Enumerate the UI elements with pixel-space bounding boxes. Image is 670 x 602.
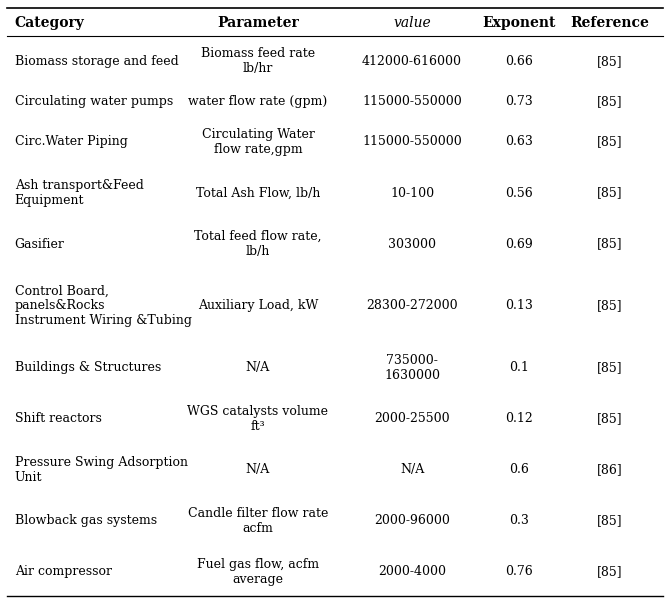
Text: Circulating water pumps: Circulating water pumps [15, 95, 173, 108]
Text: 735000-
1630000: 735000- 1630000 [384, 354, 440, 382]
Text: 0.66: 0.66 [505, 55, 533, 68]
Text: [85]: [85] [597, 412, 622, 425]
Text: 0.1: 0.1 [509, 361, 529, 374]
Text: Biomass feed rate
lb/hr: Biomass feed rate lb/hr [201, 48, 315, 75]
Text: 2000-4000: 2000-4000 [378, 565, 446, 579]
Text: 0.56: 0.56 [505, 187, 533, 199]
Text: Pressure Swing Adsorption
Unit: Pressure Swing Adsorption Unit [15, 456, 188, 484]
Text: 2000-25500: 2000-25500 [375, 412, 450, 425]
Text: Exponent: Exponent [482, 16, 556, 30]
Text: Auxiliary Load, kW: Auxiliary Load, kW [198, 299, 318, 312]
Text: 0.12: 0.12 [505, 412, 533, 425]
Text: 0.13: 0.13 [505, 299, 533, 312]
Text: 412000-616000: 412000-616000 [362, 55, 462, 68]
Text: Shift reactors: Shift reactors [15, 412, 102, 425]
Text: N/A: N/A [246, 361, 270, 374]
Text: value: value [393, 16, 431, 30]
Text: Total Ash Flow, lb/h: Total Ash Flow, lb/h [196, 187, 320, 199]
Text: [85]: [85] [597, 55, 622, 68]
Text: [85]: [85] [597, 361, 622, 374]
Text: Buildings & Structures: Buildings & Structures [15, 361, 161, 374]
Text: Fuel gas flow, acfm
average: Fuel gas flow, acfm average [197, 558, 319, 586]
Text: Circulating Water
flow rate,gpm: Circulating Water flow rate,gpm [202, 128, 314, 156]
Text: 28300-272000: 28300-272000 [366, 299, 458, 312]
Text: 2000-96000: 2000-96000 [374, 515, 450, 527]
Text: 303000: 303000 [388, 238, 436, 250]
Text: Category: Category [15, 16, 84, 30]
Text: Total feed flow rate,
lb/h: Total feed flow rate, lb/h [194, 230, 322, 258]
Text: Parameter: Parameter [217, 16, 299, 30]
Text: [85]: [85] [597, 95, 622, 108]
Text: 0.63: 0.63 [505, 135, 533, 149]
Text: Candle filter flow rate
acfm: Candle filter flow rate acfm [188, 507, 328, 535]
Text: Circ.Water Piping: Circ.Water Piping [15, 135, 127, 149]
Text: 0.76: 0.76 [505, 565, 533, 579]
Text: 115000-550000: 115000-550000 [362, 135, 462, 149]
Text: 0.3: 0.3 [509, 515, 529, 527]
Text: N/A: N/A [246, 464, 270, 476]
Text: [85]: [85] [597, 515, 622, 527]
Text: Reference: Reference [570, 16, 649, 30]
Text: 0.73: 0.73 [505, 95, 533, 108]
Text: 10-100: 10-100 [390, 187, 434, 199]
Text: [85]: [85] [597, 135, 622, 149]
Text: Gasifier: Gasifier [15, 238, 64, 250]
Text: [86]: [86] [597, 464, 622, 476]
Text: [85]: [85] [597, 187, 622, 199]
Text: water flow rate (gpm): water flow rate (gpm) [188, 95, 328, 108]
Text: 0.6: 0.6 [509, 464, 529, 476]
Text: [85]: [85] [597, 299, 622, 312]
Text: 115000-550000: 115000-550000 [362, 95, 462, 108]
Text: [85]: [85] [597, 238, 622, 250]
Text: WGS catalysts volume
ft³: WGS catalysts volume ft³ [188, 405, 328, 433]
Text: 0.69: 0.69 [505, 238, 533, 250]
Text: Blowback gas systems: Blowback gas systems [15, 515, 157, 527]
Text: [85]: [85] [597, 565, 622, 579]
Text: Control Board,
panels&Rocks
Instrument Wiring &Tubing: Control Board, panels&Rocks Instrument W… [15, 284, 192, 327]
Text: Air compressor: Air compressor [15, 565, 112, 579]
Text: N/A: N/A [400, 464, 424, 476]
Text: Biomass storage and feed: Biomass storage and feed [15, 55, 178, 68]
Text: Ash transport&Feed
Equipment: Ash transport&Feed Equipment [15, 179, 143, 207]
